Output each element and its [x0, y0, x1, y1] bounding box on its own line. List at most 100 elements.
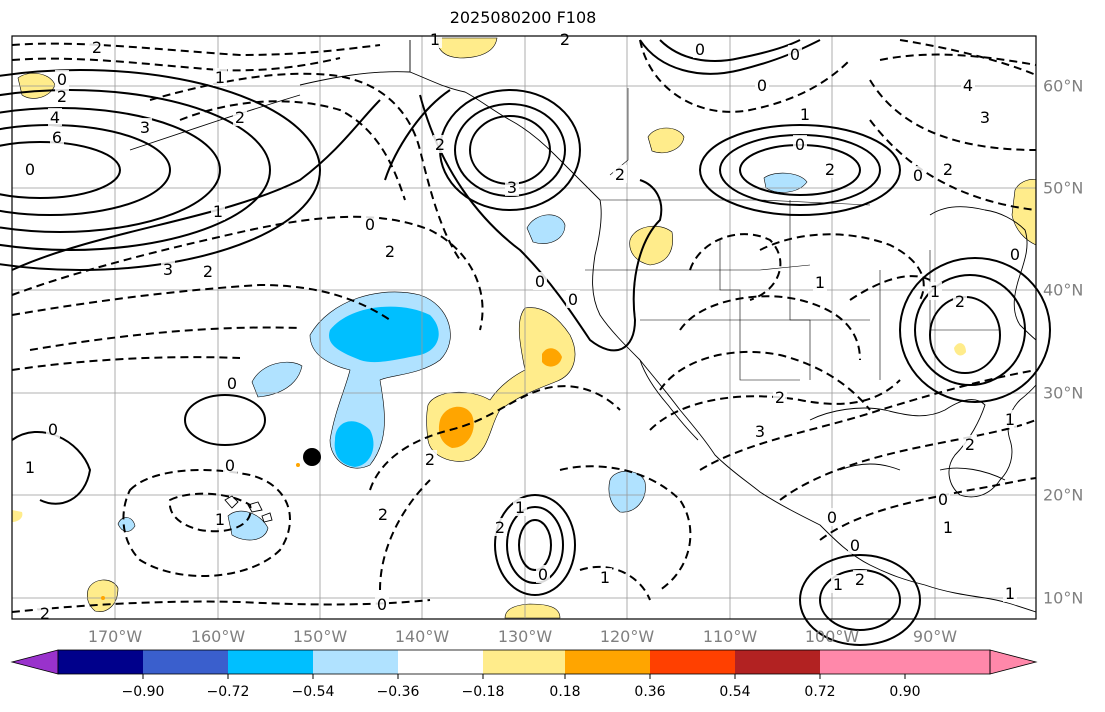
contour-label: 3	[755, 422, 765, 441]
contour-label-background	[433, 135, 447, 153]
contour-label: 0	[1010, 245, 1020, 264]
contour-label: 0	[795, 135, 805, 154]
contour-label-background	[505, 178, 519, 196]
contour-label: 0	[790, 45, 800, 64]
contour-label-background	[825, 508, 839, 526]
longitude-label: 120°W	[599, 627, 655, 646]
longitude-label: 110°W	[702, 627, 758, 646]
colorbar-segment	[143, 650, 228, 674]
contour-label: 0	[365, 215, 375, 234]
contour-label-background	[798, 105, 812, 123]
contour-label-background	[233, 108, 247, 126]
contour-label-background	[138, 118, 152, 136]
colorbar-tick-label: −0.36	[376, 684, 420, 700]
contour-label: 1	[430, 30, 440, 49]
latitude-label: 50°N	[1043, 178, 1084, 198]
negative-anomaly-region	[763, 172, 808, 193]
longitude-label: 130°W	[497, 627, 553, 646]
contour-label: 4	[963, 76, 973, 95]
contour-label-background	[755, 76, 769, 94]
contour-label: 2	[775, 388, 785, 407]
contour-label-background	[941, 160, 955, 178]
colorbar-segment	[228, 650, 313, 674]
contour-label: 0	[57, 70, 67, 89]
contour-label: 4	[50, 108, 60, 127]
contour-label-background	[773, 388, 787, 406]
contour-label-background	[50, 128, 64, 146]
contour-label: 2	[235, 108, 245, 127]
contour-label: 0	[695, 40, 705, 59]
colorbar-tick-label: 0.18	[549, 684, 581, 700]
contour-label: 2	[495, 518, 505, 537]
contour-label-background	[363, 215, 377, 233]
colorbar-tick-label: 0.54	[719, 684, 751, 700]
contour-label: 0	[225, 456, 235, 475]
contour-label-background	[788, 45, 802, 63]
colorbar	[10, 649, 1038, 679]
contour-label-background	[55, 87, 69, 105]
contour-label-background	[90, 38, 104, 56]
latitude-label: 30°N	[1043, 383, 1084, 403]
contour-label-background	[493, 518, 507, 536]
contour-label-background	[793, 135, 807, 153]
contour-label-background	[383, 242, 397, 260]
contour-label-background	[213, 68, 227, 86]
contour-label: 0	[757, 76, 767, 95]
contour-label-background	[428, 30, 442, 48]
colorbar-outline	[57, 649, 991, 675]
contour-label: 2	[943, 160, 953, 179]
positive-anomaly-region	[954, 343, 966, 356]
contour-label-background	[953, 292, 967, 310]
contour-label-background	[38, 604, 52, 622]
contour-label-background	[48, 108, 62, 126]
positive-anomaly-region	[504, 603, 561, 619]
contour-label: 2	[385, 242, 395, 261]
contour-label: 0	[25, 160, 35, 179]
positive-anomaly-region	[436, 37, 498, 59]
contour-label-background	[161, 260, 175, 278]
contour-label: 1	[25, 458, 35, 477]
storm-center-marker	[303, 448, 321, 466]
negative-anomaly-region	[227, 510, 269, 541]
colorbar-tick-label: 0.90	[889, 684, 921, 700]
contour-label: 3	[980, 108, 990, 127]
contour-label: 6	[52, 128, 62, 147]
contour-label: 1	[600, 568, 610, 587]
contour-label-background	[376, 505, 390, 523]
colorbar-segment	[565, 650, 650, 674]
contour-label-background	[831, 575, 845, 593]
contour-label: 2	[378, 505, 388, 524]
contour-label-background	[23, 160, 37, 178]
contour-label: 0	[913, 166, 923, 185]
contour-label: 0	[850, 536, 860, 555]
contour-label-background	[46, 420, 60, 438]
contour-label: 1	[943, 518, 953, 537]
contour-label-background	[813, 273, 827, 291]
contour-label-background	[936, 490, 950, 508]
positive-anomaly-core	[542, 348, 562, 367]
colorbar-segment	[483, 650, 565, 674]
contour-label-background	[941, 518, 955, 536]
latitude-label: 20°N	[1043, 485, 1084, 505]
contour-label: 3	[140, 118, 150, 137]
contour-label: 1	[215, 68, 225, 87]
contour-label-background	[55, 70, 69, 88]
contour-label: 2	[92, 38, 102, 57]
colorbar-tick-label: 0.72	[804, 684, 836, 700]
contour-label: 2	[57, 87, 67, 106]
contour-label: 1	[930, 282, 940, 301]
positive-anomaly-region	[647, 127, 685, 154]
colorbar-extension-high	[989, 649, 1038, 675]
contour-label-background	[928, 282, 942, 300]
contour-label-background	[613, 165, 627, 183]
contour-label: 1	[515, 498, 525, 517]
contour-label-background	[1003, 584, 1017, 602]
colorbar-segment	[820, 650, 905, 674]
contour-label: 0	[538, 565, 548, 584]
colorbar-segment	[735, 650, 820, 674]
contour-label-background	[201, 262, 215, 280]
contour-label-background	[213, 510, 227, 528]
contour-label: 1	[833, 575, 843, 594]
